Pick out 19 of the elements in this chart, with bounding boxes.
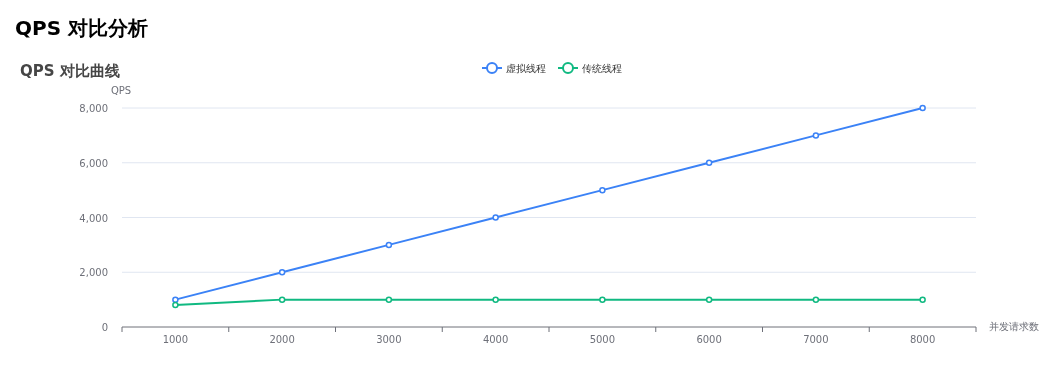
y-tick-label: 8,000 — [79, 103, 108, 114]
x-tick-label: 8000 — [909, 334, 936, 345]
x-tick-label: 3000 — [376, 334, 402, 345]
chart-subtitle: QPS 对比曲线 — [20, 62, 120, 80]
y-tick-label: 6,000 — [79, 157, 108, 169]
x-axis-title: 并发请求数 — [989, 321, 1039, 332]
x-tick-label: 2000 — [269, 334, 295, 345]
y-axis-title: QPS — [110, 85, 132, 96]
y-tick-label: 2,000 — [79, 267, 108, 279]
x-tick-label: 5000 — [589, 334, 616, 345]
x-tick-label: 4000 — [482, 334, 509, 345]
legend-label: 传统线程 — [582, 63, 622, 74]
legend-label: 虚拟线程 — [506, 63, 546, 74]
x-tick-label: 1000 — [162, 334, 189, 345]
x-tick-label: 6000 — [696, 334, 722, 345]
x-tick-label: 7000 — [803, 334, 829, 345]
y-tick-label: 0 — [101, 322, 108, 333]
chart-title: QPS 对比分析 — [15, 16, 149, 40]
y-tick-label: 4,000 — [79, 212, 108, 224]
